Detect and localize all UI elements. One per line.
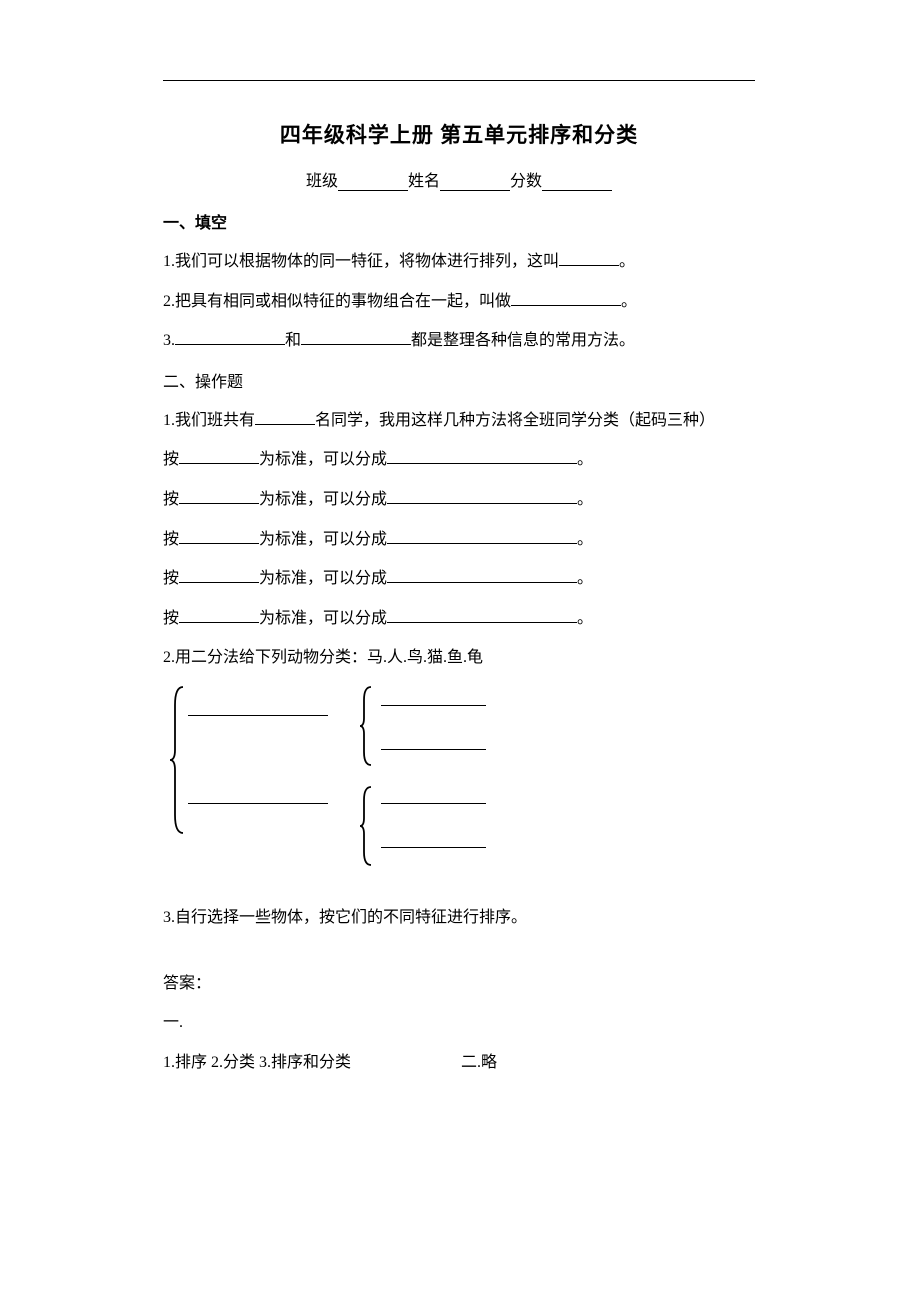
s1-q1-post: 。 <box>619 253 635 270</box>
class-blank <box>338 175 408 191</box>
brace-blank-2a <box>381 705 486 706</box>
answers-part2-text: 二.略 <box>461 1050 497 1076</box>
brace-blank-2b <box>381 749 486 750</box>
s2-q1-blank <box>255 411 315 425</box>
brace-small-1-icon <box>359 685 373 767</box>
s2-row4-blank2 <box>387 569 577 583</box>
s2-q2: 2.用二分法给下列动物分类：马.人.鸟.猫.鱼.龟 <box>163 645 755 671</box>
s2-row3: 按 为标准，可以分成 。 <box>163 527 755 553</box>
s1-q3-blank2 <box>301 331 411 345</box>
s2-row5-blank1 <box>179 609 259 623</box>
s1-q1-blank <box>559 252 619 266</box>
s2-q3: 3.自行选择一些物体，按它们的不同特征进行排序。 <box>163 905 755 931</box>
s1-q3-pre: 3. <box>163 332 175 349</box>
class-label: 班级 <box>306 173 338 190</box>
s1-q3-post: 都是整理各种信息的常用方法。 <box>411 332 635 349</box>
s1-q2-post: 。 <box>621 293 637 310</box>
s2-row5: 按 为标准，可以分成 。 <box>163 606 755 632</box>
brace-diagram <box>163 685 755 875</box>
brace-blank-1a <box>188 715 328 716</box>
section1-heading: 一、填空 <box>163 209 755 233</box>
s2-row-post: 。 <box>577 491 593 508</box>
s2-row-mid: 为标准，可以分成 <box>259 610 387 627</box>
s2-row3-blank2 <box>387 530 577 544</box>
answers-part1-label: 一. <box>163 1010 755 1036</box>
s2-row-post: 。 <box>577 531 593 548</box>
score-blank <box>542 175 612 191</box>
s2-row-pre: 按 <box>163 451 179 468</box>
s2-row-pre: 按 <box>163 570 179 587</box>
name-blank <box>440 175 510 191</box>
s2-row2-blank1 <box>179 490 259 504</box>
s2-row1-blank1 <box>179 450 259 464</box>
s2-row-post: 。 <box>577 570 593 587</box>
brace-blank-2d <box>381 847 486 848</box>
s2-row1-blank2 <box>387 450 577 464</box>
score-label: 分数 <box>510 173 542 190</box>
s1-q2-blank <box>511 292 621 306</box>
s2-q1-pre: 1.我们班共有 <box>163 412 255 429</box>
brace-blank-2c <box>381 803 486 804</box>
page-title: 四年级科学上册 第五单元排序和分类 <box>163 119 755 149</box>
header-rule <box>163 80 755 81</box>
s1-q3-mid: 和 <box>285 332 301 349</box>
answers-part1-text: 1.排序 2.分类 3.排序和分类 <box>163 1050 351 1076</box>
name-label: 姓名 <box>408 173 440 190</box>
s2-row-mid: 为标准，可以分成 <box>259 451 387 468</box>
s2-row-pre: 按 <box>163 491 179 508</box>
s2-row2-blank2 <box>387 490 577 504</box>
section2-heading: 二、操作题 <box>163 368 755 392</box>
brace-large-icon <box>169 685 185 835</box>
s1-q1: 1.我们可以根据物体的同一特征，将物体进行排列，这叫 。 <box>163 249 755 275</box>
s1-q3-blank1 <box>175 331 285 345</box>
s2-row-pre: 按 <box>163 610 179 627</box>
s2-row-post: 。 <box>577 451 593 468</box>
s1-q2: 2.把具有相同或相似特征的事物组合在一起，叫做 。 <box>163 289 755 315</box>
s2-row-mid: 为标准，可以分成 <box>259 491 387 508</box>
answers-heading: 答案： <box>163 971 755 997</box>
s1-q2-pre: 2.把具有相同或相似特征的事物组合在一起，叫做 <box>163 293 511 310</box>
s2-row4-blank1 <box>179 569 259 583</box>
s2-q1: 1.我们班共有 名同学，我用这样几种方法将全班同学分类（起码三种） <box>163 408 755 434</box>
s2-row-mid: 为标准，可以分成 <box>259 570 387 587</box>
s2-q1-mid: 名同学，我用这样几种方法将全班同学分类（起码三种） <box>315 412 715 429</box>
s2-row-mid: 为标准，可以分成 <box>259 531 387 548</box>
s2-row5-blank2 <box>387 609 577 623</box>
s1-q1-pre: 1.我们可以根据物体的同一特征，将物体进行排列，这叫 <box>163 253 559 270</box>
s2-row-post: 。 <box>577 610 593 627</box>
s2-row1: 按 为标准，可以分成 。 <box>163 447 755 473</box>
brace-small-2-icon <box>359 785 373 867</box>
s2-row-pre: 按 <box>163 531 179 548</box>
s1-q3: 3. 和 都是整理各种信息的常用方法。 <box>163 328 755 354</box>
meta-line: 班级 姓名 分数 <box>163 167 755 191</box>
s2-row2: 按 为标准，可以分成 。 <box>163 487 755 513</box>
answers-row: 1.排序 2.分类 3.排序和分类 二.略 <box>163 1050 755 1076</box>
s2-row4: 按 为标准，可以分成 。 <box>163 566 755 592</box>
brace-blank-1b <box>188 803 328 804</box>
s2-row3-blank1 <box>179 530 259 544</box>
